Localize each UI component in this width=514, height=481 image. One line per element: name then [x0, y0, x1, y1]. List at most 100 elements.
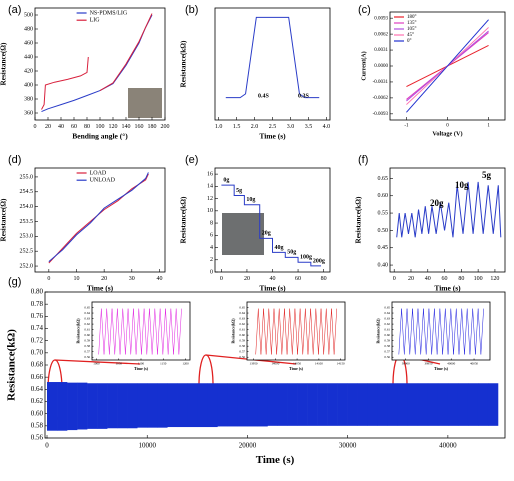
y-tick-label: 0.0093 — [374, 16, 388, 21]
y-tick-label: 0.61 — [239, 327, 245, 331]
x-tick-label: 0 — [393, 276, 396, 282]
photo-inset — [128, 88, 162, 118]
band-segment — [367, 383, 379, 426]
x-tick-label: 100 — [96, 124, 105, 130]
x-tick-label: 40 — [425, 276, 431, 282]
band-segment — [257, 383, 268, 427]
x-tick-label: 40 — [58, 124, 64, 130]
data-line — [225, 16, 320, 99]
axes-frame — [389, 167, 506, 273]
annotation: 100g — [300, 255, 312, 261]
data-line — [398, 308, 484, 355]
legend-label: 45° — [407, 33, 414, 38]
x-tick-label: 40000 — [439, 441, 457, 449]
band-segment — [347, 383, 358, 426]
x-tick-label: 1 — [487, 124, 490, 129]
y-tick-label: 0.57 — [84, 349, 90, 353]
band-segment — [427, 383, 439, 426]
band-segment — [247, 383, 258, 427]
x-tick-label: 80 — [458, 276, 464, 282]
x-tick-label: 2.0 — [251, 124, 259, 130]
band-segment — [107, 383, 118, 429]
plot-area — [41, 13, 153, 113]
y-tick-label: 0.65 — [384, 305, 390, 309]
plot-area — [47, 382, 499, 431]
x-tick-label: 0 — [45, 441, 49, 449]
x-tick-label: 14000 — [271, 361, 279, 365]
band-segment — [317, 383, 328, 426]
band-segment — [77, 382, 88, 430]
band-segment — [437, 383, 449, 426]
band-segment — [187, 383, 198, 428]
y-tick-label: 0.60 — [31, 409, 44, 417]
x-tick-label: 14150 — [337, 361, 345, 365]
y-tick-label: 0.64 — [384, 311, 390, 315]
x-tick-label: 200 — [161, 124, 170, 130]
y-tick-label: 0.66 — [31, 373, 44, 381]
x-tick-label: 160 — [135, 124, 144, 130]
x-axis-label: Time (s) — [434, 366, 449, 371]
y-tick-label: 0.40 — [378, 262, 389, 268]
x-tick-label: 60 — [71, 124, 77, 130]
panel: 1000 1050 1100 1150 1200 0.56 0.570.58 0.590.60… — [76, 301, 191, 371]
annotation: 50g — [287, 250, 296, 256]
x-tick-label: 13950 — [250, 361, 258, 365]
x-tick-label: 180 — [148, 124, 157, 130]
y-tick-label: 0.65 — [378, 176, 389, 182]
x-axis-label: Voltage (V) — [432, 130, 462, 137]
x-axis-label: Bending angle (°) — [72, 132, 128, 141]
y-axis-label: Resistance(kΩ) — [231, 318, 235, 344]
y-tick-label: 0 — [210, 269, 213, 275]
band-segment — [397, 383, 409, 426]
y-tick-label: 440 — [24, 54, 33, 60]
y-tick-label: 0.55 — [378, 210, 389, 216]
x-tick-label: 140 — [122, 124, 131, 130]
highlight-arrow — [54, 359, 141, 365]
y-tick-label: 254.5 — [20, 189, 34, 195]
x-tick-label: 40000 — [447, 361, 455, 365]
y-tick-label: 500 — [24, 12, 33, 18]
y-tick-label: 0.61 — [384, 327, 390, 331]
band-segment — [117, 383, 128, 429]
axes-frame — [391, 301, 491, 361]
axes-frame — [214, 167, 331, 273]
y-tick-label: 420 — [24, 68, 33, 74]
axes-frame — [34, 167, 166, 273]
axes-frame — [246, 301, 346, 361]
x-axis-label: Time (s) — [434, 284, 461, 293]
x-tick-label: -1 — [404, 124, 409, 129]
y-tick-label: 0.65 — [84, 305, 90, 309]
y-axis-label: Resistance(kΩ) — [376, 318, 380, 344]
panel-label: (c) — [358, 4, 371, 16]
y-tick-label: -0.0093 — [373, 112, 389, 117]
band-segment — [447, 383, 459, 426]
y-tick-label: 0.50 — [378, 228, 389, 234]
x-tick-label: 10 — [73, 276, 79, 282]
x-tick-label: 0 — [34, 124, 37, 130]
y-tick-label: 0.62 — [384, 322, 390, 326]
x-tick-label: 1200 — [182, 361, 189, 365]
x-tick-label: 0 — [47, 276, 50, 282]
x-tick-label: 80 — [321, 276, 327, 282]
y-tick-label: 0.58 — [239, 344, 245, 348]
y-tick-label: 0.56 — [384, 355, 390, 359]
x-tick-label: 3.5 — [305, 124, 313, 130]
band-segment — [207, 383, 218, 428]
band-segment — [297, 383, 308, 426]
panel: -1 0 1 -0.0093 -0.0062 -0.0031 0.0000 0.0031 0.0… — [358, 4, 506, 137]
annotation: 20g — [262, 231, 271, 237]
y-tick-label: 0.64 — [239, 311, 245, 315]
band-segment — [307, 383, 318, 426]
band-segment — [147, 383, 158, 428]
panel-label: (d) — [8, 154, 21, 166]
y-tick-label: 0.62 — [31, 397, 44, 405]
legend-label: 0° — [407, 39, 412, 44]
y-tick-label: 0.58 — [31, 421, 44, 429]
legend-label: 180° — [407, 15, 417, 20]
annotation: 20g — [430, 198, 444, 208]
y-axis-label: Resistance(kΩ) — [6, 329, 18, 401]
band-segment — [167, 383, 178, 428]
y-axis-label: Resistance(kΩ) — [76, 318, 80, 344]
y-tick-label: 0.56 — [84, 355, 90, 359]
x-tick-label: 60 — [295, 276, 301, 282]
